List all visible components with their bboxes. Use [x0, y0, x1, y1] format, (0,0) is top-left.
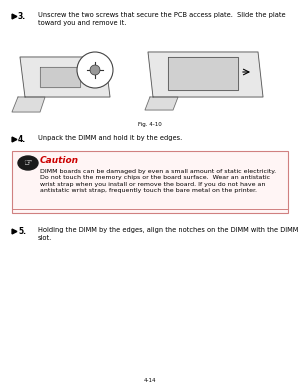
- Polygon shape: [12, 97, 45, 112]
- Text: Unpack the DIMM and hold it by the edges.: Unpack the DIMM and hold it by the edges…: [38, 135, 182, 141]
- Circle shape: [77, 52, 113, 88]
- Text: 3.: 3.: [18, 12, 26, 21]
- Polygon shape: [148, 52, 263, 97]
- Circle shape: [90, 65, 100, 75]
- Text: Caution: Caution: [40, 156, 79, 165]
- Text: DIMM boards can be damaged by even a small amount of static electricity.
Do not : DIMM boards can be damaged by even a sma…: [40, 169, 276, 193]
- Text: Unscrew the two screws that secure the PCB access plate.  Slide the plate
toward: Unscrew the two screws that secure the P…: [38, 12, 286, 26]
- Polygon shape: [168, 57, 238, 90]
- Text: 4.: 4.: [18, 135, 26, 144]
- Bar: [12, 151, 288, 213]
- Text: Fig. 4-10: Fig. 4-10: [138, 122, 162, 127]
- Text: 5.: 5.: [18, 227, 26, 236]
- Text: ☞: ☞: [24, 158, 32, 168]
- Polygon shape: [40, 67, 80, 87]
- Polygon shape: [20, 57, 110, 97]
- Ellipse shape: [18, 156, 38, 170]
- Text: Holding the DIMM by the edges, align the notches on the DIMM with the DIMM
slot.: Holding the DIMM by the edges, align the…: [38, 227, 298, 241]
- Text: 4-14: 4-14: [144, 378, 156, 383]
- Polygon shape: [145, 97, 178, 110]
